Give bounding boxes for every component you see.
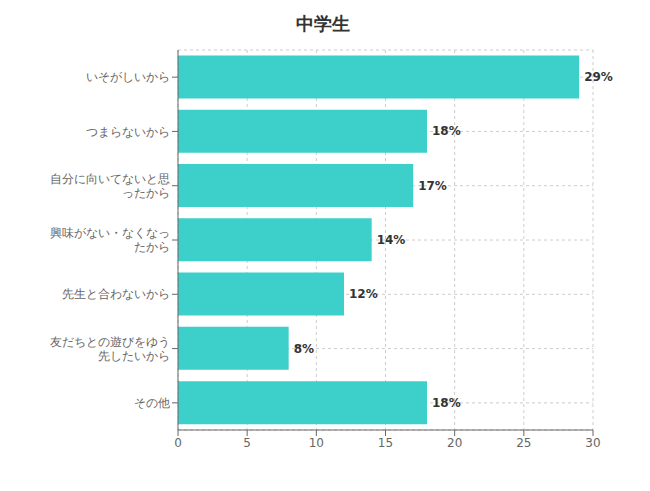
svg-text:14%: 14%	[377, 233, 406, 247]
svg-text:18%: 18%	[432, 124, 461, 138]
svg-text:12%: 12%	[349, 287, 378, 301]
svg-text:30: 30	[585, 436, 600, 450]
svg-text:先生と合わないから: 先生と合わないから	[62, 287, 170, 301]
html-text:中学生: 中学生	[296, 13, 350, 34]
svg-text:8%: 8%	[294, 342, 314, 356]
svg-text:友だちとの遊びをゆう先したいから: 友だちとの遊びをゆう先したいから	[50, 335, 170, 363]
svg-text:興味がない・なくなったから: 興味がない・なくなったから	[50, 226, 170, 254]
svg-text:自分に向いてないと思ったから: 自分に向いてないと思ったから	[50, 172, 170, 200]
svg-text:25: 25	[516, 436, 531, 450]
svg-text:つまらないから: つまらないから	[86, 125, 170, 139]
svg-text:17%: 17%	[418, 179, 447, 193]
svg-text:10: 10	[309, 436, 324, 450]
svg-text:いそがしいから: いそがしいから	[86, 70, 170, 84]
svg-text:0: 0	[174, 436, 182, 450]
svg-text:5: 5	[243, 436, 251, 450]
svg-text:18%: 18%	[432, 396, 461, 410]
svg-text:15: 15	[378, 436, 393, 450]
svg-text:20: 20	[447, 436, 462, 450]
svg-text:29%: 29%	[584, 70, 613, 84]
svg-text:その他: その他	[134, 396, 170, 410]
